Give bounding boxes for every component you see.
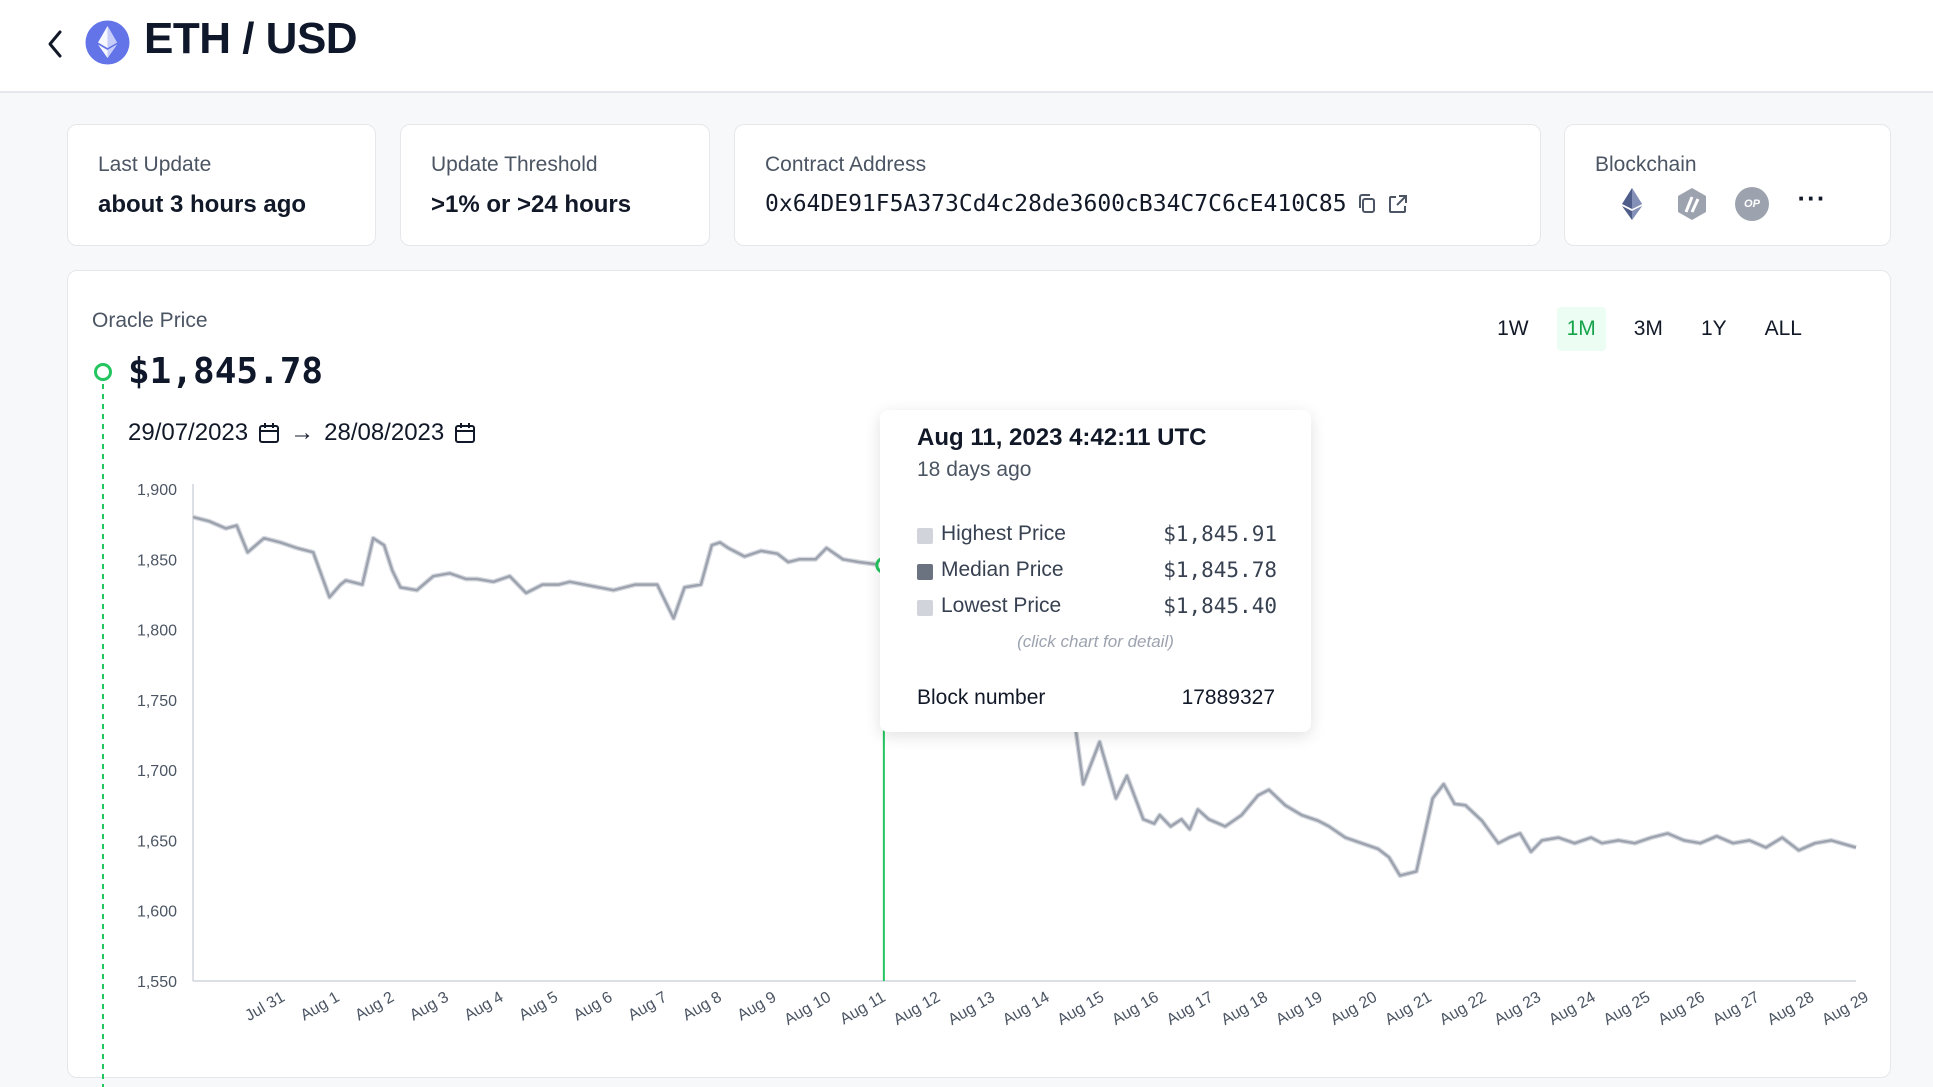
optimism-icon[interactable]: OP (1735, 187, 1769, 221)
tooltip-highest-value: $1,845.91 (1163, 522, 1277, 546)
highest-swatch (917, 528, 933, 544)
top-bar: ETH / USD (0, 0, 1933, 93)
last-update-card: Last Update about 3 hours ago (67, 124, 376, 246)
lowest-swatch (917, 600, 933, 616)
arbitrum-icon[interactable] (1675, 187, 1709, 221)
date-range: 29/07/2023 → 28/08/2023 (128, 419, 476, 447)
calendar-icon[interactable] (454, 422, 476, 444)
range-tab-1w[interactable]: 1W (1497, 317, 1529, 340)
contract-address-value[interactable]: 0x64DE91F5A373Cd4c28de3600cB34C7C6cE410C… (765, 191, 1347, 217)
back-button[interactable] (40, 26, 70, 62)
current-price-marker (94, 363, 112, 381)
tooltip-lowest-label: Lowest Price (941, 594, 1062, 617)
range-tab-all[interactable]: ALL (1764, 317, 1802, 340)
tooltip-highest-label: Highest Price (941, 522, 1066, 545)
contract-address-card: Contract Address 0x64DE91F5A373Cd4c28de3… (734, 124, 1541, 246)
last-update-label: Last Update (98, 153, 212, 176)
optimism-badge-text: OP (1735, 187, 1769, 221)
update-threshold-value: >1% or >24 hours (431, 191, 632, 218)
oracle-price-label: Oracle Price (92, 309, 208, 332)
median-swatch (917, 564, 933, 580)
tooltip-date: Aug 11, 2023 4:42:11 UTC (917, 424, 1207, 451)
date-from[interactable]: 29/07/2023 (128, 419, 249, 446)
tooltip-block-label: Block number (917, 686, 1046, 709)
update-threshold-label: Update Threshold (431, 153, 598, 176)
tooltip-row-median: Median Price $1,845.78 (917, 558, 1277, 586)
price-tooltip: Aug 11, 2023 4:42:11 UTC 18 days ago Hig… (880, 410, 1311, 732)
blockchain-card: Blockchain OP ··· (1564, 124, 1891, 246)
range-tab-1y[interactable]: 1Y (1700, 317, 1727, 340)
page-title: ETH / USD (144, 14, 358, 63)
date-range-arrow: → (290, 419, 315, 446)
tooltip-row-highest: Highest Price $1,845.91 (917, 522, 1277, 550)
date-to[interactable]: 28/08/2023 (324, 419, 445, 446)
tooltip-row-lowest: Lowest Price $1,845.40 (917, 594, 1277, 622)
tooltip-hint: (click chart for detail) (1017, 632, 1174, 651)
range-tab-1m[interactable]: 1M (1556, 307, 1606, 351)
external-link-icon[interactable] (1387, 193, 1409, 215)
contract-address-label: Contract Address (765, 153, 927, 176)
current-price-value: $1,845.78 (128, 351, 324, 392)
more-icon[interactable]: ··· (1795, 183, 1829, 221)
ethereum-icon[interactable] (1615, 187, 1649, 221)
calendar-icon[interactable] (258, 422, 280, 444)
copy-icon[interactable] (1357, 193, 1377, 215)
tooltip-median-value: $1,845.78 (1163, 558, 1277, 582)
tooltip-lowest-value: $1,845.40 (1163, 594, 1277, 618)
last-update-value: about 3 hours ago (98, 191, 307, 218)
more-dots: ··· (1797, 182, 1827, 213)
ethereum-logo-icon (85, 20, 130, 65)
blockchain-label: Blockchain (1595, 153, 1697, 176)
range-tab-3m[interactable]: 3M (1633, 317, 1663, 340)
update-threshold-card: Update Threshold >1% or >24 hours (400, 124, 710, 246)
tooltip-block-value: 17889327 (1181, 686, 1275, 709)
range-tabs: 1W 1M 3M 1Y ALL (1487, 307, 1812, 351)
tooltip-ago: 18 days ago (917, 458, 1032, 481)
chevron-left-icon (48, 30, 62, 58)
tooltip-median-label: Median Price (941, 558, 1064, 581)
